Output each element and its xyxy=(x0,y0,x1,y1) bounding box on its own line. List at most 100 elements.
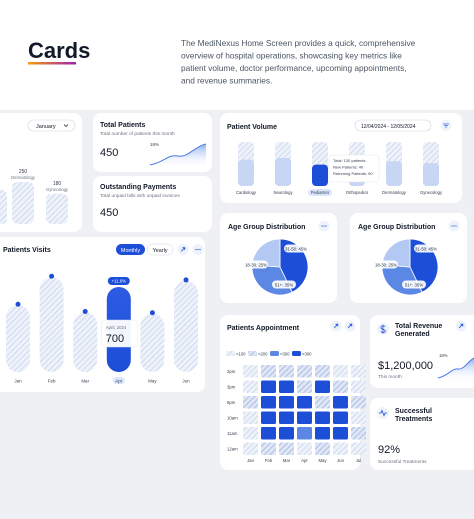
menu-dot xyxy=(199,248,201,251)
heat-cell xyxy=(279,411,294,424)
heat-cell xyxy=(297,411,312,424)
volume-bar xyxy=(238,159,254,186)
label: 12am xyxy=(227,447,238,452)
slice-label-pill xyxy=(414,244,438,253)
label: 2pm xyxy=(227,369,236,374)
open-button-glyph xyxy=(458,323,464,329)
label: Patients Visits xyxy=(3,247,51,254)
visit-dot xyxy=(15,301,21,307)
label: 3pm xyxy=(227,385,236,390)
label: Gynecology xyxy=(420,190,443,195)
label: 18% xyxy=(150,142,159,147)
label: Successful Treatments xyxy=(378,459,427,465)
visit-bar xyxy=(6,305,30,372)
label: Jan xyxy=(14,379,22,384)
label: 31-50: 45% xyxy=(285,247,307,252)
heat-cell xyxy=(315,427,330,440)
heat-cell xyxy=(243,411,258,424)
heat-cell xyxy=(297,396,312,409)
description: patient volume, doctor performance, upco… xyxy=(181,63,407,73)
label: $1,200,000 xyxy=(378,360,433,372)
visit-bar xyxy=(140,313,165,372)
label: Age Group Distribution xyxy=(228,224,305,231)
heat-cell xyxy=(279,442,294,455)
label: Mar xyxy=(283,458,291,463)
heat-cell xyxy=(261,365,276,378)
label: Feb xyxy=(48,379,56,384)
description: The MediNexus Home Screen provides a qui… xyxy=(181,38,416,48)
slice-label-pill xyxy=(402,280,426,289)
heat-cell xyxy=(333,442,348,455)
category-pill xyxy=(308,189,332,196)
department-bar xyxy=(46,193,68,224)
month-dropdown[interactable] xyxy=(27,119,76,132)
label: 51+: 35% xyxy=(275,283,293,288)
tab-active[interactable] xyxy=(116,244,145,255)
label: Patient Volume xyxy=(227,124,277,131)
heat-cell xyxy=(261,411,276,424)
menu-dot xyxy=(325,225,327,227)
label: Yearly xyxy=(152,248,167,254)
label: 450 xyxy=(100,147,118,159)
heat-cell xyxy=(279,365,294,378)
slice-label-pill xyxy=(284,244,308,253)
open-button-glyph xyxy=(347,323,353,329)
volume-bar xyxy=(312,164,328,186)
menu-dot xyxy=(323,225,325,227)
heat-cell xyxy=(243,365,258,378)
visit-value: 700 xyxy=(106,333,124,345)
date-range[interactable] xyxy=(354,119,432,132)
label: Orthopedics xyxy=(346,190,369,195)
label: Pediatrics xyxy=(311,190,329,195)
label: Total number of patients this month xyxy=(100,131,175,137)
label: 5pm xyxy=(227,400,236,405)
label: Jun xyxy=(182,379,190,384)
label: Jun xyxy=(337,458,345,463)
label: Apr xyxy=(115,379,123,384)
visit-dot xyxy=(82,309,88,314)
title-underline xyxy=(28,62,76,65)
visit-dot xyxy=(183,277,189,283)
label: Returning Patients: 90 xyxy=(333,171,373,176)
description: overview of hospital operations, showcas… xyxy=(181,51,402,61)
label: Jul xyxy=(356,458,362,463)
label: 11am xyxy=(227,431,238,436)
slice-label-pill xyxy=(244,260,268,269)
heat-cell xyxy=(333,411,348,424)
heat-cell xyxy=(279,396,294,409)
heat-cell xyxy=(261,396,276,409)
trend-line xyxy=(149,143,207,166)
label: 18-30: 25% xyxy=(245,263,267,268)
volume-bar xyxy=(423,162,439,186)
heat-cell xyxy=(297,442,312,455)
heat-cell xyxy=(261,442,276,455)
month-pill xyxy=(112,377,125,384)
revenue-card xyxy=(370,315,474,388)
label: 18-30: 25% xyxy=(375,263,397,268)
label: May xyxy=(148,379,157,384)
heat-cell xyxy=(333,380,348,393)
heat-cell xyxy=(297,365,312,378)
heat-cell xyxy=(315,442,330,455)
heat-cell xyxy=(315,365,330,378)
label: May xyxy=(318,458,327,463)
heat-cell xyxy=(351,411,366,424)
pulse-glyph xyxy=(379,409,387,417)
volume-bar xyxy=(275,158,291,186)
label: Monthly xyxy=(121,248,141,254)
legend-swatch xyxy=(226,351,235,356)
label: Total Patients xyxy=(100,122,145,129)
label: 51+: 35% xyxy=(405,283,423,288)
menu-dot xyxy=(453,225,455,227)
label: New Patients: 40 xyxy=(333,165,364,170)
tab[interactable] xyxy=(146,243,174,256)
volume-tooltip xyxy=(328,154,380,183)
treatments-card xyxy=(370,398,474,470)
heat-cell xyxy=(333,396,348,409)
label: <300 xyxy=(280,352,290,357)
heat-cell xyxy=(297,427,312,440)
menu-dot xyxy=(455,225,457,227)
label: Total Revenue xyxy=(395,323,442,330)
label: Jan xyxy=(247,458,255,463)
